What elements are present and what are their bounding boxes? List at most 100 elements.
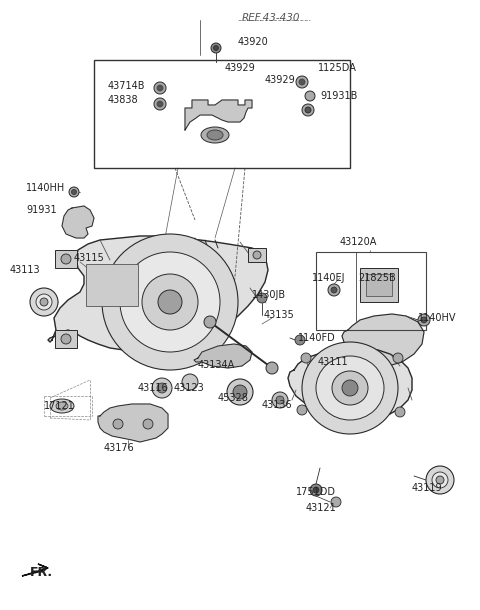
Circle shape <box>40 298 48 306</box>
Bar <box>248 248 266 262</box>
Text: 43119: 43119 <box>412 483 443 493</box>
Ellipse shape <box>102 234 238 370</box>
Text: 43176: 43176 <box>104 443 135 453</box>
Ellipse shape <box>157 383 167 393</box>
Bar <box>366 274 392 296</box>
Circle shape <box>313 487 319 493</box>
Circle shape <box>61 254 71 264</box>
Ellipse shape <box>342 380 358 396</box>
Circle shape <box>157 101 163 107</box>
Text: 43120A: 43120A <box>340 237 377 247</box>
Circle shape <box>113 419 123 429</box>
Circle shape <box>331 287 337 293</box>
Circle shape <box>301 353 311 363</box>
Text: 43135: 43135 <box>264 310 295 320</box>
Bar <box>316 252 426 330</box>
Circle shape <box>305 91 315 101</box>
Text: 43121: 43121 <box>306 503 337 513</box>
Polygon shape <box>22 564 48 576</box>
Polygon shape <box>288 348 412 420</box>
Ellipse shape <box>182 374 198 390</box>
Polygon shape <box>342 314 424 366</box>
Text: 45328: 45328 <box>218 393 249 403</box>
Circle shape <box>257 293 267 303</box>
Bar <box>360 268 398 302</box>
Ellipse shape <box>56 402 68 410</box>
Circle shape <box>253 251 261 259</box>
Circle shape <box>302 104 314 116</box>
Text: 1430JB: 1430JB <box>252 290 286 300</box>
Polygon shape <box>48 236 268 352</box>
Ellipse shape <box>201 127 229 143</box>
Ellipse shape <box>158 290 182 314</box>
Circle shape <box>395 407 405 417</box>
Text: REF.43-430: REF.43-430 <box>242 13 300 23</box>
Circle shape <box>328 284 340 296</box>
Text: 1751DD: 1751DD <box>296 487 336 497</box>
Text: 43115: 43115 <box>74 253 105 263</box>
Text: 43136: 43136 <box>262 400 293 410</box>
Polygon shape <box>98 404 168 442</box>
Text: FR.: FR. <box>30 565 53 578</box>
Circle shape <box>72 190 76 195</box>
Polygon shape <box>194 344 252 368</box>
Ellipse shape <box>332 371 368 405</box>
Circle shape <box>154 82 166 94</box>
Bar <box>55 330 77 348</box>
Text: 17121: 17121 <box>44 401 75 411</box>
Polygon shape <box>185 100 252 130</box>
Bar <box>94 60 350 168</box>
Ellipse shape <box>50 399 74 413</box>
Circle shape <box>432 472 448 488</box>
Text: 1140FD: 1140FD <box>298 333 336 343</box>
Text: 43111: 43111 <box>318 357 348 367</box>
Ellipse shape <box>302 342 398 434</box>
Text: 43929: 43929 <box>265 75 296 85</box>
Circle shape <box>297 405 307 415</box>
Text: 21825B: 21825B <box>358 273 396 283</box>
Circle shape <box>310 484 322 496</box>
Bar <box>55 250 77 268</box>
Text: 1140EJ: 1140EJ <box>312 273 346 283</box>
Text: 43134A: 43134A <box>198 360 235 370</box>
Circle shape <box>143 419 153 429</box>
Ellipse shape <box>207 130 223 140</box>
Circle shape <box>296 76 308 88</box>
Text: 91931: 91931 <box>26 205 57 215</box>
Circle shape <box>157 85 163 91</box>
Text: 43123: 43123 <box>174 383 205 393</box>
Circle shape <box>204 316 216 328</box>
Circle shape <box>276 396 284 404</box>
Ellipse shape <box>152 378 172 398</box>
Circle shape <box>30 288 58 316</box>
Text: 1140HH: 1140HH <box>26 183 65 193</box>
Ellipse shape <box>142 274 198 330</box>
Circle shape <box>214 46 218 51</box>
Text: 43714B: 43714B <box>108 81 145 91</box>
Circle shape <box>69 187 79 197</box>
Circle shape <box>211 43 221 53</box>
Text: 43929: 43929 <box>225 63 256 73</box>
Circle shape <box>61 334 71 344</box>
Text: 91931B: 91931B <box>320 91 358 101</box>
Circle shape <box>272 392 288 408</box>
Text: 43113: 43113 <box>10 265 41 275</box>
Circle shape <box>154 98 166 110</box>
Circle shape <box>36 294 52 310</box>
Circle shape <box>331 497 341 507</box>
Circle shape <box>436 476 444 484</box>
Circle shape <box>295 335 305 345</box>
Circle shape <box>426 466 454 494</box>
Circle shape <box>421 317 427 323</box>
Text: 1125DA: 1125DA <box>318 63 357 73</box>
Text: 43920: 43920 <box>238 37 269 47</box>
Circle shape <box>393 353 403 363</box>
Ellipse shape <box>233 385 247 399</box>
Circle shape <box>299 79 305 85</box>
Ellipse shape <box>227 379 253 405</box>
Circle shape <box>266 362 278 374</box>
Text: 43116: 43116 <box>138 383 168 393</box>
Circle shape <box>305 107 311 113</box>
Ellipse shape <box>120 252 220 352</box>
Ellipse shape <box>316 356 384 420</box>
